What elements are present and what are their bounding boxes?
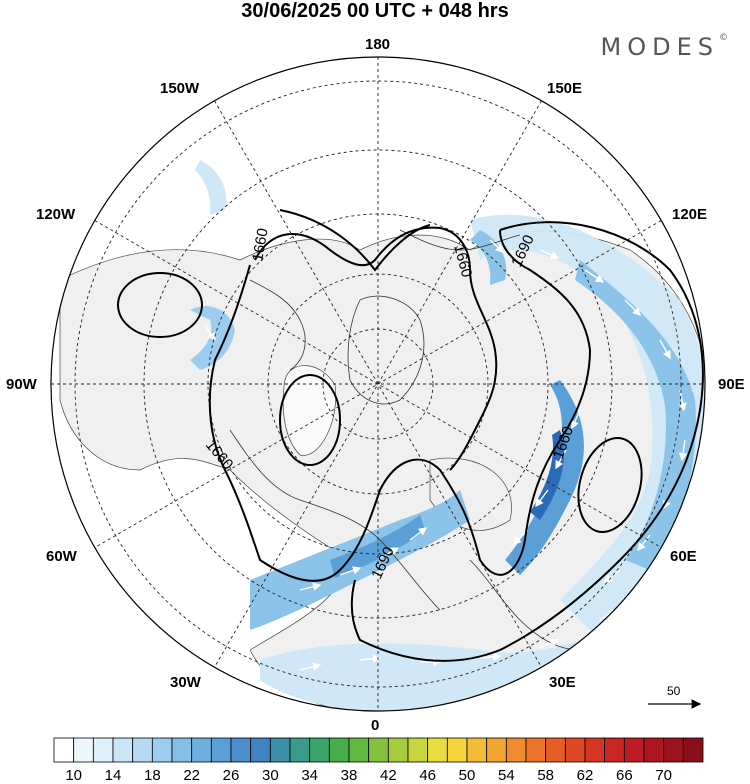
colorbar-swatch	[604, 737, 625, 763]
colorbar-swatch	[309, 737, 330, 763]
colorbar-swatch	[250, 737, 271, 763]
lon-label-150e: 150E	[547, 80, 583, 97]
polar-map: 1660 1660 1690 1660 1660 1690	[50, 56, 706, 712]
colorbar-swatch	[112, 737, 134, 763]
colorbar-swatch	[682, 737, 704, 763]
lon-label-120e: 120E	[672, 206, 708, 223]
colorbar-swatch	[328, 737, 350, 763]
colorbar-swatch	[505, 737, 527, 763]
lon-label-120w: 120W	[36, 206, 76, 223]
colorbar-swatch	[73, 737, 94, 763]
lon-label-150w: 150W	[160, 80, 200, 97]
colorbar-swatch	[486, 737, 507, 763]
colorbar-swatch	[151, 737, 173, 763]
colorbar-swatch	[584, 737, 606, 763]
wind-scale-label: 50	[667, 684, 681, 698]
colorbar-swatch	[427, 737, 448, 763]
colorbar-swatch	[230, 737, 252, 763]
lon-label-90w: 90W	[6, 376, 37, 393]
colorbar-tick-label: 66	[615, 767, 633, 784]
colorbar-swatch	[92, 737, 114, 763]
colorbar-tick-label: 70	[655, 767, 672, 784]
modes-logo: MODES©	[600, 33, 728, 61]
colorbar-tick-label: 26	[222, 767, 240, 784]
colorbar-swatch	[663, 737, 684, 763]
height-contours	[117, 209, 704, 662]
lon-label-0: 0	[371, 717, 380, 734]
lon-label-90e: 90E	[718, 376, 745, 393]
colorbar-swatch	[348, 737, 370, 763]
colorbar-swatch	[446, 737, 468, 763]
colorbar-swatch	[368, 737, 389, 763]
lon-label-30w: 30W	[170, 674, 201, 691]
map-border	[50, 56, 706, 712]
colorbar-swatch	[132, 737, 153, 763]
colorbar-swatch	[171, 737, 193, 763]
colorbar-tick-label: 38	[340, 767, 358, 784]
lon-label-60w: 60W	[46, 548, 77, 565]
jet-stream-shading	[190, 160, 705, 711]
colorbar-tick-label: 62	[576, 767, 594, 784]
colorbar-swatch	[53, 737, 75, 763]
colorbar-swatch	[643, 737, 665, 763]
colorbar-tick-label: 46	[419, 767, 436, 784]
colorbar-tick-label: 14	[104, 767, 122, 784]
wind-vectors	[204, 239, 688, 671]
colorbar-swatch	[545, 737, 566, 763]
colorbar-tick-label: 10	[65, 767, 82, 784]
colorbar-tick-label: 58	[537, 767, 554, 784]
colorbar-swatch	[525, 737, 547, 763]
lon-label-180: 180	[365, 36, 391, 53]
colorbar-swatch	[564, 737, 586, 763]
colorbar-tick-label: 30	[261, 767, 279, 784]
colorbar-swatch	[407, 737, 429, 763]
colorbar-swatch	[191, 737, 212, 763]
colorbar-tick-label: 42	[379, 767, 397, 784]
map-title: 30/06/2025 00 UTC + 048 hrs	[241, 0, 509, 22]
colorbar-swatch	[466, 737, 488, 763]
colorbar-tick-label: 54	[497, 767, 515, 784]
lon-label-30e: 30E	[549, 674, 576, 691]
colorbar-tick-label: 34	[301, 767, 318, 784]
colorbar-tick-label: 50	[458, 767, 476, 784]
colorbar-tick-label: 18	[143, 767, 161, 784]
graticule	[51, 57, 705, 711]
colorbar-tick-label: 22	[183, 767, 200, 784]
colorbar-swatch	[623, 737, 645, 763]
colorbar-swatch	[387, 737, 409, 763]
colorbar-swatch	[269, 737, 291, 763]
lon-label-60e: 60E	[670, 548, 697, 565]
colorbar-swatch	[289, 737, 311, 763]
svg-text:1660: 1660	[249, 227, 272, 263]
colorbar-swatch	[210, 737, 232, 763]
